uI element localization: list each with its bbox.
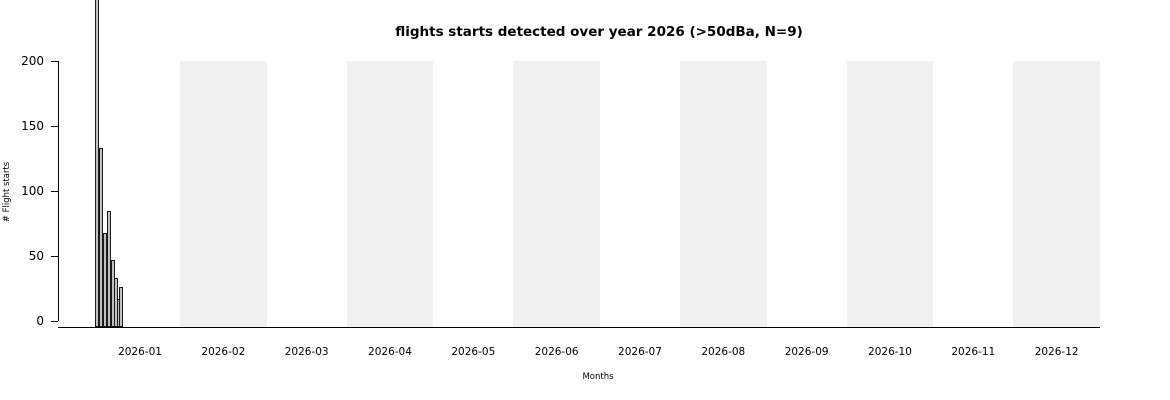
- bar: [98, 148, 103, 327]
- month-band: [680, 61, 767, 327]
- bar: [102, 232, 107, 327]
- x-tick-label: 2026-05: [451, 346, 496, 358]
- x-tick-label: 2026-04: [368, 346, 412, 358]
- y-axis-line: [58, 61, 59, 321]
- bar: [94, 0, 99, 327]
- y-tick-label: 100: [21, 184, 44, 198]
- x-tick-label: 2026-12: [1034, 346, 1079, 358]
- month-band: [846, 61, 934, 327]
- bar: [106, 210, 111, 327]
- month-band: [1013, 61, 1100, 327]
- y-tick-label: 50: [28, 249, 44, 263]
- month-band: [346, 61, 434, 327]
- x-tick-label: 2026-06: [534, 346, 579, 358]
- month-band: [513, 61, 600, 327]
- x-axis-label: Months: [582, 372, 614, 382]
- y-tick: [51, 126, 58, 127]
- x-axis-line: [58, 327, 1100, 329]
- bar: [119, 287, 123, 327]
- y-axis-label: # Flight starts: [2, 161, 12, 223]
- chart-title: flights starts detected over year 2026 (…: [395, 24, 803, 40]
- x-tick-label: 2026-03: [284, 346, 329, 358]
- x-tick-label: 2026-10: [868, 346, 912, 358]
- y-tick: [51, 256, 58, 257]
- y-tick: [51, 321, 58, 322]
- x-tick-label: 2026-01: [118, 346, 162, 358]
- y-tick-label: 200: [21, 54, 44, 68]
- y-tick: [51, 191, 58, 192]
- y-tick-label: 150: [21, 119, 44, 133]
- x-tick-label: 2026-02: [201, 346, 246, 358]
- y-tick-label: 0: [36, 314, 44, 328]
- x-tick-label: 2026-07: [618, 346, 662, 358]
- x-tick-label: 2026-11: [951, 346, 996, 358]
- x-tick-label: 2026-09: [784, 346, 829, 358]
- month-band: [180, 61, 267, 327]
- y-tick: [51, 61, 58, 62]
- x-tick-label: 2026-08: [701, 346, 746, 358]
